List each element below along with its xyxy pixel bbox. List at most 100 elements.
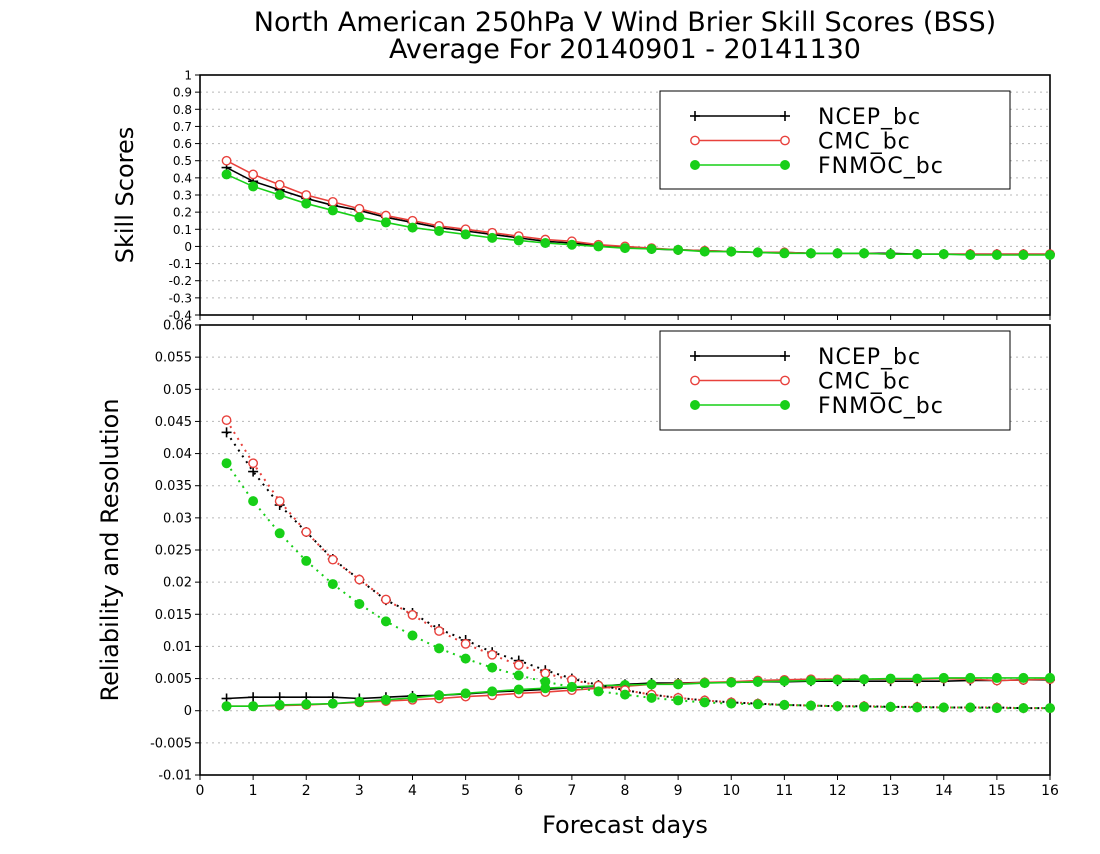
legend-marker: [780, 135, 790, 146]
data-point: [805, 248, 816, 259]
y-tick-label: 0.5: [173, 154, 192, 168]
data-point: [566, 239, 577, 250]
data-point: [221, 458, 232, 469]
x-tick-label: 8: [621, 783, 630, 799]
data-point: [487, 662, 498, 673]
series-line: [226, 677, 1050, 708]
legend-entry: CMC_bc: [690, 130, 910, 155]
data-point: [327, 579, 338, 590]
series-line: [225, 419, 1050, 710]
y-tick-label: 1: [184, 69, 192, 83]
data-point: [832, 701, 843, 712]
x-tick-label: 16: [1041, 783, 1059, 799]
data-point: [301, 198, 312, 209]
series-line: [225, 462, 1050, 710]
y-tick-label: 0.2: [173, 206, 192, 220]
data-point: [991, 250, 1002, 260]
y-tick-label: 0.02: [163, 576, 192, 591]
data-point: [381, 594, 391, 605]
data-point: [354, 574, 365, 585]
data-point: [646, 692, 657, 703]
data-point: [354, 203, 365, 214]
series-NCEP_bc-dotted: [221, 427, 1055, 714]
data-point: [965, 250, 976, 260]
x-tick-label: 5: [461, 783, 470, 799]
y-tick-label: 0.055: [155, 351, 192, 366]
y-tick-label: 0: [184, 240, 192, 254]
data-point: [1045, 672, 1055, 683]
data-point: [646, 244, 657, 254]
data-point: [327, 205, 338, 216]
y-tick-label: 0.6: [173, 137, 192, 151]
data-point: [752, 676, 763, 687]
data-point: [673, 244, 684, 255]
data-point: [407, 610, 418, 620]
y-tick-label: 0.03: [163, 511, 192, 526]
data-point: [354, 599, 365, 609]
legend-marker: [780, 400, 790, 410]
data-point: [646, 679, 657, 690]
data-point: [434, 643, 445, 654]
data-point: [513, 684, 524, 695]
x-tick-label: 13: [882, 783, 900, 799]
data-point: [407, 630, 418, 641]
data-point: [859, 248, 870, 259]
data-point: [673, 679, 684, 690]
data-point: [779, 699, 790, 710]
data-point: [460, 653, 471, 664]
y-axis-label: Skill Scores: [111, 127, 139, 264]
data-point: [991, 703, 1002, 714]
data-point: [274, 528, 285, 539]
data-point: [673, 695, 684, 706]
data-point: [407, 692, 418, 703]
data-point: [248, 466, 259, 477]
x-tick-label: 10: [722, 783, 740, 799]
data-point: [938, 672, 949, 683]
data-point: [327, 196, 338, 207]
data-point: [699, 697, 710, 708]
legend-entry: CMC_bc: [690, 370, 911, 395]
x-tick-label: 7: [567, 783, 576, 799]
data-point: [566, 681, 577, 692]
data-point: [513, 670, 524, 681]
legend-entry: NCEP_bc: [690, 105, 920, 130]
data-point: [487, 649, 498, 660]
y-tick-label: 0.7: [173, 120, 192, 134]
x-tick-label: 9: [674, 783, 683, 799]
bottom-panel-reliability-resolution: -0.01 -0.005 0 0.005 0.01 0.015 0.02 0.025 0.03 0…: [96, 319, 1059, 800]
data-point: [221, 701, 232, 712]
data-point: [327, 554, 338, 565]
data-point: [460, 229, 471, 240]
y-tick-label: -0.3: [169, 291, 192, 305]
y-tick-label: -0.01: [158, 769, 192, 784]
data-point: [805, 700, 816, 711]
data-point: [221, 415, 232, 426]
legend-marker: [690, 375, 700, 386]
data-point: [752, 247, 763, 258]
data-point: [1018, 250, 1029, 260]
series-FNMOC_bc: [221, 672, 1055, 712]
data-point: [1045, 703, 1055, 714]
data-point: [248, 692, 259, 703]
legend-marker: [690, 400, 700, 410]
y-tick-label: 0.3: [173, 189, 192, 203]
data-point: [434, 626, 444, 636]
x-tick-label: 6: [514, 783, 523, 799]
data-point: [274, 699, 285, 710]
data-point: [832, 248, 843, 259]
data-point: [699, 678, 710, 689]
data-point: [434, 690, 445, 701]
y-tick-label: 0.8: [173, 103, 192, 117]
data-point: [620, 243, 630, 254]
data-point: [407, 222, 418, 233]
data-point: [248, 701, 259, 712]
data-point: [965, 702, 976, 713]
data-point: [301, 699, 312, 710]
x-tick-label: 12: [829, 783, 847, 799]
legend-label: CMC_bc: [818, 370, 911, 395]
data-point: [513, 660, 524, 670]
legend-entry: FNMOC_bc: [690, 394, 943, 419]
data-point: [354, 212, 365, 223]
